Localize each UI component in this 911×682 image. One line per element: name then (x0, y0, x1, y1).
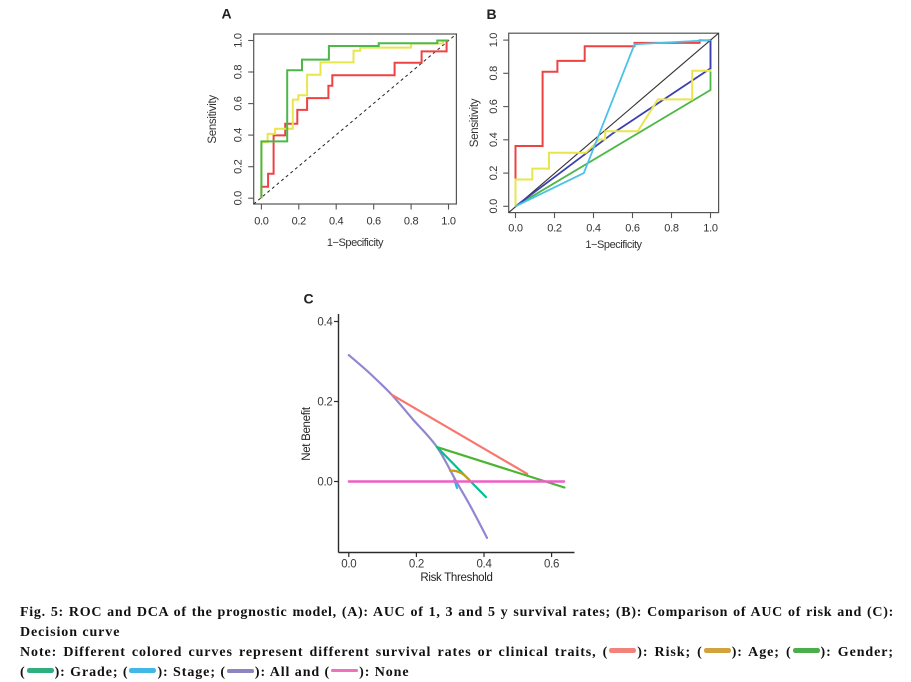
svg-text:C: C (304, 291, 314, 307)
svg-text:0.6: 0.6 (366, 216, 381, 228)
svg-text:0.4: 0.4 (329, 216, 344, 228)
svg-text:1.0: 1.0 (703, 223, 718, 235)
svg-text:0.2: 0.2 (409, 559, 424, 571)
svg-text:0.0: 0.0 (233, 191, 245, 206)
svg-text:A: A (222, 6, 232, 22)
svg-text:Risk Threshold: Risk Threshold (420, 572, 492, 584)
svg-text:1−Specificity: 1−Specificity (585, 239, 642, 251)
svg-text:0.0: 0.0 (254, 216, 269, 228)
svg-text:0.6: 0.6 (488, 99, 500, 114)
svg-text:1.0: 1.0 (233, 33, 245, 48)
svg-text:0.6: 0.6 (544, 559, 559, 571)
svg-text:Sensitivity: Sensitivity (469, 98, 481, 147)
svg-text:0.0: 0.0 (488, 199, 500, 214)
svg-text:1.0: 1.0 (488, 33, 500, 48)
svg-text:0.4: 0.4 (317, 317, 333, 329)
svg-text:0.2: 0.2 (233, 159, 245, 174)
svg-text:0.0: 0.0 (317, 477, 332, 489)
svg-text:1−Specificity: 1−Specificity (327, 237, 384, 249)
svg-text:0.4: 0.4 (586, 223, 601, 235)
svg-text:1.0: 1.0 (441, 216, 456, 228)
svg-text:0.2: 0.2 (317, 397, 332, 409)
svg-text:0.2: 0.2 (292, 216, 307, 228)
svg-text:0.8: 0.8 (404, 216, 419, 228)
svg-text:0.8: 0.8 (664, 223, 679, 235)
svg-text:Net Benefit: Net Benefit (301, 406, 313, 461)
svg-text:0.8: 0.8 (488, 66, 500, 81)
svg-text:Sensitivity: Sensitivity (207, 95, 219, 144)
svg-text:0.0: 0.0 (341, 559, 356, 571)
svg-text:B: B (487, 6, 497, 22)
svg-text:0.6: 0.6 (625, 223, 640, 235)
svg-text:0.4: 0.4 (233, 128, 245, 143)
svg-text:0.4: 0.4 (488, 132, 500, 147)
svg-text:0.4: 0.4 (476, 559, 492, 571)
svg-text:0.2: 0.2 (488, 166, 500, 181)
svg-text:0.0: 0.0 (508, 223, 523, 235)
svg-text:0.2: 0.2 (547, 223, 562, 235)
svg-text:0.6: 0.6 (233, 96, 245, 111)
svg-text:0.8: 0.8 (233, 65, 245, 80)
